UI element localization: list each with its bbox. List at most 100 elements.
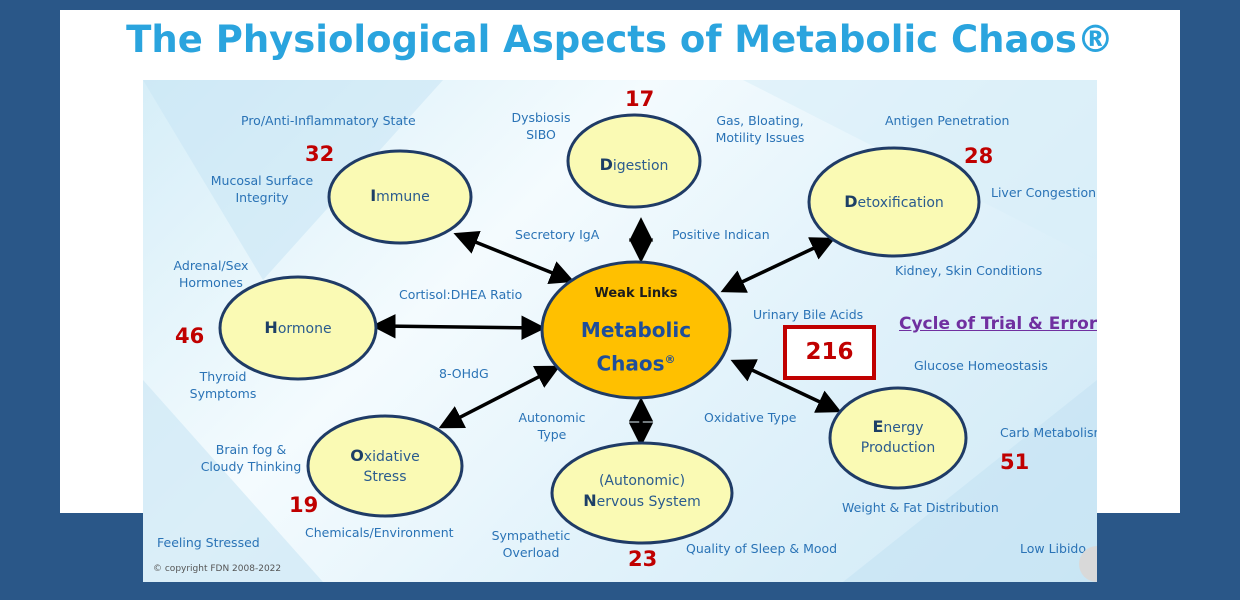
oxidative-line1: Oxidative (308, 446, 462, 467)
node-hormone (218, 275, 378, 381)
center-line1: Metabolic (580, 318, 692, 342)
digestion-initial: D (599, 155, 613, 174)
score-digestion: 17 (625, 87, 655, 111)
label-gas: Gas, Bloating, Motility Issues (710, 112, 810, 146)
label-feeling: Feeling Stressed (157, 535, 260, 550)
nervous-line2: Nervous System (552, 491, 732, 512)
label-carb: Carb Metabolism (1000, 425, 1097, 440)
label-secretory: Secretory IgA (515, 227, 600, 242)
label-oxtype: Oxidative Type (704, 410, 797, 425)
label-kidney: Kidney, Skin Conditions (895, 263, 1043, 278)
weak-links-label: Weak Links (594, 286, 678, 301)
label-dysbiosis-line: Dysbiosis (511, 110, 571, 125)
bg-facet (843, 380, 1097, 582)
node-nervous (550, 441, 734, 545)
label-cortisol: Cortisol:DHEA Ratio (399, 287, 523, 302)
label-mucosal: Mucosal Surface Integrity (210, 172, 314, 206)
hormone-rest: ormone (277, 321, 332, 337)
label-motility-line: Motility Issues (715, 130, 805, 145)
total-score-box: 216 (783, 325, 876, 380)
energy-line2: Production (860, 440, 936, 456)
score-hormone: 46 (175, 324, 205, 348)
immune-rest: mmune (376, 189, 430, 205)
score-immune: 32 (305, 142, 335, 166)
arrow-energy (730, 359, 842, 413)
label-sibo-line: SIBO (526, 127, 556, 142)
slide-title: The Physiological Aspects of Metabolic C… (126, 18, 1114, 61)
hormone-initial: H (264, 318, 278, 337)
arrow-hormone (371, 313, 546, 341)
oxidative-rest: xidative (363, 449, 420, 465)
energy-initial: E (872, 417, 884, 436)
label-liver: Liver Congestion (991, 185, 1097, 200)
label-bile: Urinary Bile Acids (753, 307, 864, 322)
node-oxidative (306, 414, 464, 518)
node-energy (828, 386, 968, 490)
digestion-text: Digestion (568, 155, 700, 176)
registered-mark: ® (664, 353, 676, 366)
nervous-rest: ervous System (596, 494, 701, 510)
score-nervous: 23 (628, 547, 658, 571)
label-adrenal: Adrenal/Sex Hormones (171, 257, 251, 291)
node-immune (327, 149, 473, 245)
immune-initial: I (370, 186, 377, 205)
oxidative-line2: Stress (363, 469, 407, 485)
arrow-oxidative (438, 365, 561, 429)
label-type-line: Type (537, 427, 567, 442)
copyright: © copyright FDN 2008-2022 (153, 564, 282, 574)
label-adrenal-line: Adrenal/Sex (173, 258, 249, 273)
label-gas-line: Gas, Bloating, (716, 113, 804, 128)
detox-initial: D (844, 192, 858, 211)
score-energy: 51 (1000, 450, 1030, 474)
label-weight: Weight & Fat Distribution (842, 500, 999, 515)
hormone-text: Hormone (220, 318, 376, 339)
label-autonomic-line: Autonomic (518, 410, 586, 425)
label-8ohdg: 8-OHdG (439, 366, 489, 381)
label-thyroid: Thyroid Symptoms (188, 368, 258, 402)
label-integrity-line: Integrity (235, 190, 289, 205)
center-line2-text: Chaos (596, 351, 665, 376)
nervous-text: (Autonomic) Nervous System (552, 471, 732, 512)
label-sleep: Quality of Sleep & Mood (686, 541, 838, 556)
label-sympathetic-line: Sympathetic (491, 528, 571, 543)
scroll-indicator[interactable] (1079, 546, 1097, 582)
oxidative-initial: O (350, 446, 364, 465)
node-detoxification (807, 146, 981, 258)
label-symptoms-line: Symptoms (189, 386, 257, 401)
label-indican: Positive Indican (672, 227, 770, 242)
label-dysbiosis: Dysbiosis SIBO (508, 109, 574, 143)
oxidative-text: Oxidative Stress (308, 446, 462, 487)
label-autonomic: Autonomic Type (517, 409, 587, 443)
node-center (540, 260, 732, 400)
cycle-trial-error: Cycle of Trial & Error (899, 314, 1097, 334)
energy-line1: Energy (830, 417, 966, 438)
nervous-line1: (Autonomic) (598, 473, 686, 489)
diagram-panel: Weak Links Metabolic Chaos® Digestion Im… (143, 80, 1097, 582)
label-libido: Low Libido (1020, 541, 1087, 556)
center-title: Metabolic Chaos® (556, 315, 716, 379)
immune-text: Immune (329, 186, 471, 207)
nervous-initial: N (583, 491, 597, 510)
label-brain-line: Brain fog & (215, 442, 287, 457)
node-digestion (566, 113, 702, 209)
detox-text: Detoxification (809, 192, 979, 213)
bg-facet (143, 380, 323, 582)
label-mucosal-line: Mucosal Surface (210, 173, 314, 188)
center-line2: Chaos® (556, 345, 716, 379)
energy-text: Energy Production (830, 417, 966, 458)
label-glucose: Glucose Homeostasis (914, 358, 1048, 373)
arrow-immune (453, 230, 575, 285)
arrow-detox (720, 237, 836, 293)
label-hormones-line: Hormones (179, 275, 243, 290)
label-cloudy-line: Cloudy Thinking (200, 459, 302, 474)
label-overload-line: Overload (502, 545, 560, 560)
bg-facet (143, 80, 443, 280)
label-pro-anti: Pro/Anti-Inflammatory State (241, 113, 416, 128)
label-antigen: Antigen Penetration (885, 113, 1010, 128)
score-detox: 28 (964, 144, 994, 168)
label-sympathetic: Sympathetic Overload (491, 527, 571, 561)
label-brain: Brain fog & Cloudy Thinking (200, 441, 302, 475)
diagram-graphics (143, 80, 1097, 582)
detox-rest: etoxification (857, 195, 944, 211)
energy-rest: nergy (883, 420, 924, 436)
